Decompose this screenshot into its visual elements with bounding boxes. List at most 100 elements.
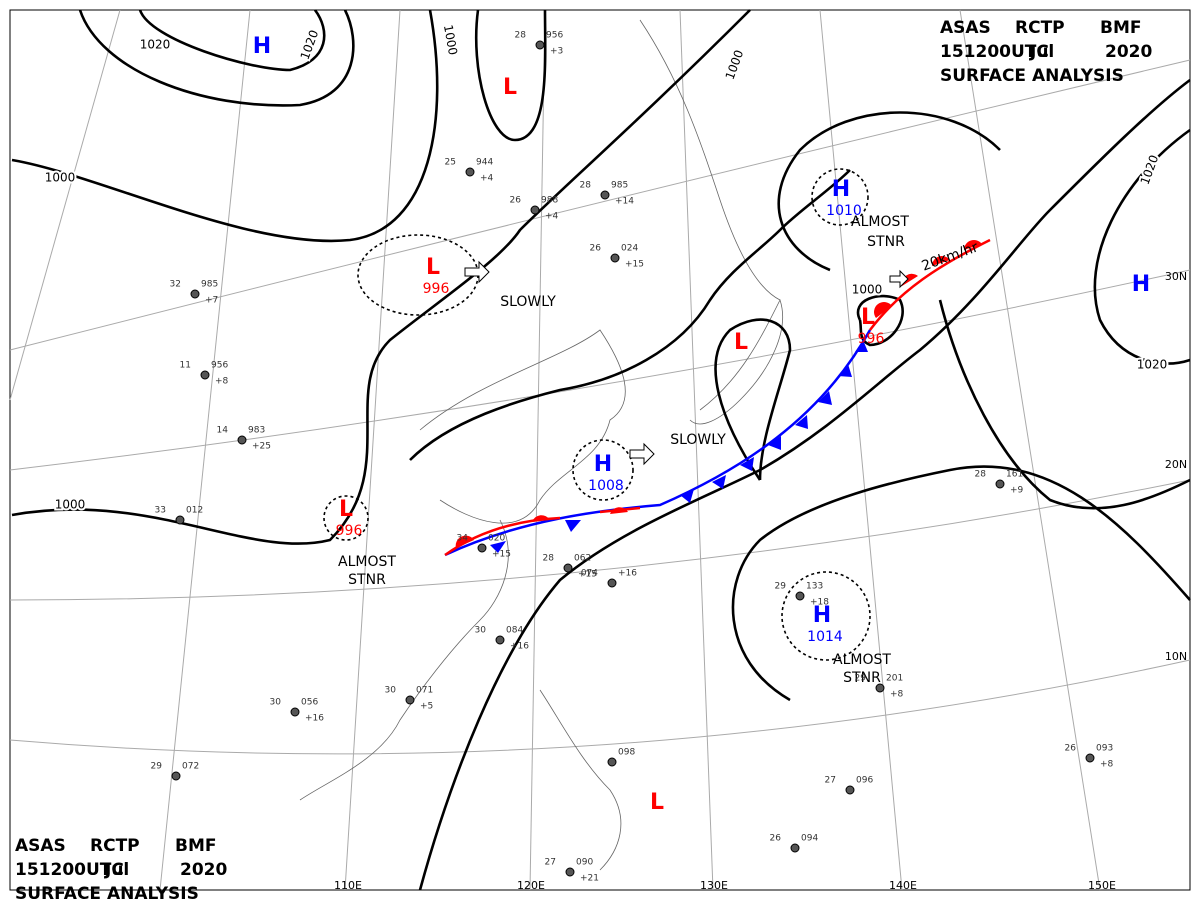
station-value: 26 (510, 196, 522, 206)
station-value: 096 (856, 776, 873, 786)
station-value: 29 (151, 762, 163, 772)
station-value: +8 (1100, 760, 1114, 770)
station-value: +18 (810, 598, 829, 608)
station-value: 27 (545, 858, 556, 868)
station-value: 093 (1096, 744, 1113, 754)
station-value: +8 (215, 377, 229, 387)
station-marker (607, 757, 617, 767)
station-value: +9 (1010, 486, 1024, 496)
station-value: +8 (890, 690, 904, 700)
station-value: +5 (420, 702, 433, 712)
center-pressure: 996 (858, 331, 885, 347)
center-pressure: 1008 (588, 478, 624, 494)
front-annotation: STNR (867, 234, 905, 250)
header-text: 2020 (1105, 42, 1152, 62)
header-text: RCTP (1015, 18, 1065, 38)
station-value: 34 (457, 534, 469, 544)
header-text: 2020 (180, 860, 227, 880)
center-pressure: 996 (336, 523, 363, 539)
station-plot: 29 201 +8 (855, 674, 904, 700)
station-marker (465, 167, 475, 177)
station-plot: 29 133 +18 (775, 582, 830, 608)
station-value: 062 (574, 554, 591, 564)
station-plot: 14 983 +25 (217, 426, 271, 452)
station-value: 161 (1006, 470, 1023, 480)
station-plot: 30 056 +16 (270, 698, 325, 724)
station-value: 25 (445, 158, 456, 168)
station-marker (535, 40, 545, 50)
latitude-label: 10N (1165, 650, 1187, 663)
station-value: 28 (580, 181, 592, 191)
header-text: BMF (1100, 18, 1142, 38)
station-value: 956 (546, 31, 563, 41)
station-value: 28 (515, 31, 527, 41)
isobar-label: 1000 (852, 283, 883, 297)
center-pressure: 1010 (826, 203, 862, 219)
isobar-label: 1020 (140, 38, 171, 52)
station-value: 29 (855, 674, 867, 684)
coastlines (299, 19, 783, 871)
station-value: 201 (886, 674, 903, 684)
station-marker (795, 591, 805, 601)
header-text: 151200UTC (15, 860, 124, 880)
center-pressure: 996 (423, 281, 450, 297)
station-value: 985 (611, 181, 628, 191)
station-value: +21 (580, 874, 599, 884)
station-value: 30 (475, 626, 487, 636)
front-annotation: ALMOST (851, 214, 909, 230)
header-text: 151200UTC (940, 42, 1049, 62)
station-value: 983 (248, 426, 265, 436)
station-plot: 27 096 (825, 776, 873, 795)
station-value: +14 (615, 197, 634, 207)
station-value: +16 (305, 714, 324, 724)
station-marker (790, 843, 800, 853)
station-plot: 30 084 +16 (475, 626, 530, 652)
station-marker (237, 435, 247, 445)
graticule (9, 9, 1191, 891)
station-value: 11 (180, 361, 191, 371)
station-value: 33 (155, 506, 166, 516)
header-text: ASAS (15, 836, 66, 856)
front-annotation: SLOWLY (670, 432, 726, 448)
center-label: H (594, 452, 612, 477)
station-marker (600, 190, 610, 200)
header-text: Jul (104, 860, 129, 880)
station-marker (1085, 753, 1095, 763)
front (444, 238, 991, 557)
station-plot: 30 071 +5 (385, 686, 434, 712)
station-marker (565, 867, 575, 877)
station-value: 056 (301, 698, 318, 708)
station-value: 29 (775, 582, 787, 592)
station-value: 072 (182, 762, 199, 772)
station-value: 020 (488, 534, 505, 544)
map-frame (9, 9, 1191, 891)
center-label: L (503, 75, 517, 100)
station-value: +16 (510, 642, 529, 652)
station-marker (530, 205, 540, 215)
header-text: ASAS (940, 18, 991, 38)
station-plot: 26 094 (770, 834, 818, 853)
station-value: 32 (170, 280, 181, 290)
station-marker (190, 289, 200, 299)
front-annotation: ALMOST (833, 652, 891, 668)
header-text: SURFACE ANALYSIS (15, 884, 199, 904)
station-value: 098 (618, 748, 635, 758)
station-plot: 098 (607, 748, 635, 767)
station-value: 27 (825, 776, 836, 786)
station-plot: 28 062 +15 (543, 554, 597, 580)
station-value: 988 (541, 196, 558, 206)
station-marker (845, 785, 855, 795)
station-value: 30 (385, 686, 397, 696)
station-value: 26 (770, 834, 782, 844)
station-value: 024 (621, 244, 638, 254)
station-marker (995, 479, 1005, 489)
station-marker (171, 771, 181, 781)
station-value: 094 (801, 834, 818, 844)
front-annotation: STNR (348, 572, 386, 588)
station-plot: 28 161 +9 (975, 470, 1024, 496)
longitude-label: 120E (517, 879, 545, 892)
station-marker (607, 578, 617, 588)
station-plot: 32 985 +7 (170, 280, 219, 306)
station-plot: 26 093 +8 (1065, 744, 1114, 770)
